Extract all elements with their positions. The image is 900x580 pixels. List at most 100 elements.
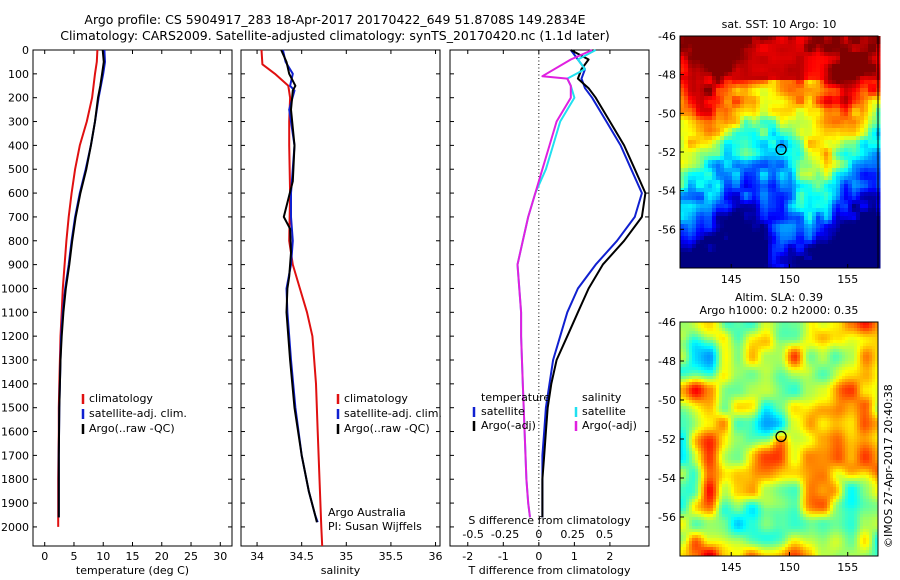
map-cell <box>868 160 873 165</box>
map-cell <box>776 164 781 169</box>
map-cell <box>840 116 845 121</box>
map-cell <box>844 72 849 77</box>
map-cell <box>732 216 737 221</box>
map-cell <box>800 394 804 398</box>
map-cell <box>692 164 697 169</box>
map-cell <box>764 116 769 121</box>
map-cell <box>794 331 798 335</box>
map-cell <box>696 168 701 173</box>
map-cell <box>788 349 792 353</box>
map-cell <box>812 370 816 374</box>
map-cell <box>804 100 809 105</box>
map-cell <box>800 144 805 149</box>
map-cell <box>784 248 789 253</box>
map-cell <box>700 212 705 217</box>
map-cell <box>700 176 705 181</box>
map-cell <box>728 116 733 121</box>
map-cell <box>719 394 723 398</box>
map-cell <box>784 180 789 185</box>
map-cell <box>816 212 821 217</box>
map-cell <box>856 92 861 97</box>
map-cell <box>857 340 861 344</box>
map-cell <box>712 84 717 89</box>
map-cell <box>792 176 797 181</box>
map-cell <box>776 104 781 109</box>
map-cell <box>806 331 810 335</box>
map-cell <box>716 48 721 53</box>
map-cell <box>680 208 685 213</box>
map-cell <box>808 196 813 201</box>
map-cell <box>731 403 735 407</box>
map-cell <box>688 200 693 205</box>
map-cell <box>704 260 709 265</box>
map-cell <box>794 373 798 377</box>
map-cell <box>857 400 861 404</box>
map-cell <box>740 252 745 257</box>
map-cell <box>698 361 702 365</box>
map-cell <box>808 248 813 253</box>
map-cell <box>832 40 837 45</box>
map-cell <box>755 388 759 392</box>
map-cell <box>816 76 821 81</box>
map-cell <box>760 216 765 221</box>
map-cell <box>728 80 733 85</box>
map-cell <box>722 376 726 380</box>
map-cell <box>872 140 877 145</box>
map-cell <box>704 128 709 133</box>
map-cell <box>776 264 781 269</box>
map-cell <box>872 152 877 157</box>
map-cell <box>680 328 684 332</box>
map-cell <box>743 358 747 362</box>
map-cell <box>776 388 780 392</box>
map-cell <box>852 48 857 53</box>
map-cell <box>824 40 829 45</box>
map-cell <box>820 224 825 229</box>
map-cell <box>772 220 777 225</box>
map-cell <box>800 100 805 105</box>
map-cell <box>770 358 774 362</box>
map-cell <box>737 373 741 377</box>
map-cell <box>848 60 853 65</box>
map-cell <box>868 228 873 233</box>
map-cell <box>710 346 714 350</box>
map-cell <box>767 331 771 335</box>
map-cell <box>724 216 729 221</box>
map-cell <box>761 328 765 332</box>
map-cell <box>852 124 857 129</box>
map-cell <box>824 48 829 53</box>
map-cell <box>756 148 761 153</box>
map-cell <box>708 164 713 169</box>
map-cell <box>722 355 726 359</box>
map-cell <box>680 397 684 401</box>
map-cell <box>752 337 756 341</box>
map-cell <box>833 385 837 389</box>
title-line-1: Argo profile: CS 5904917_283 18-Apr-2017… <box>84 12 586 27</box>
map-cell <box>688 48 693 53</box>
map-cell <box>875 367 879 371</box>
map-cell <box>796 172 801 177</box>
map-cell <box>704 379 708 383</box>
map-cell <box>722 325 726 329</box>
map-cell <box>710 382 714 386</box>
map-cell <box>875 346 879 350</box>
map-cell <box>848 240 853 245</box>
map-cell <box>842 373 846 377</box>
map-cell <box>788 260 793 265</box>
map-cell <box>840 112 845 117</box>
map-cell <box>728 108 733 113</box>
map-cell <box>773 349 777 353</box>
map-cell <box>752 112 757 117</box>
map-cell <box>832 108 837 113</box>
map-cell <box>720 100 725 105</box>
map-cell <box>839 325 843 329</box>
map-cell <box>740 212 745 217</box>
map-cell <box>832 240 837 245</box>
map-cell <box>686 328 690 332</box>
map-cell <box>788 385 792 389</box>
map-cell <box>776 128 781 133</box>
map-cell <box>700 136 705 141</box>
map-cell <box>788 96 793 101</box>
map-cell <box>761 325 765 329</box>
map-cell <box>848 397 852 401</box>
map-cell <box>872 240 877 245</box>
